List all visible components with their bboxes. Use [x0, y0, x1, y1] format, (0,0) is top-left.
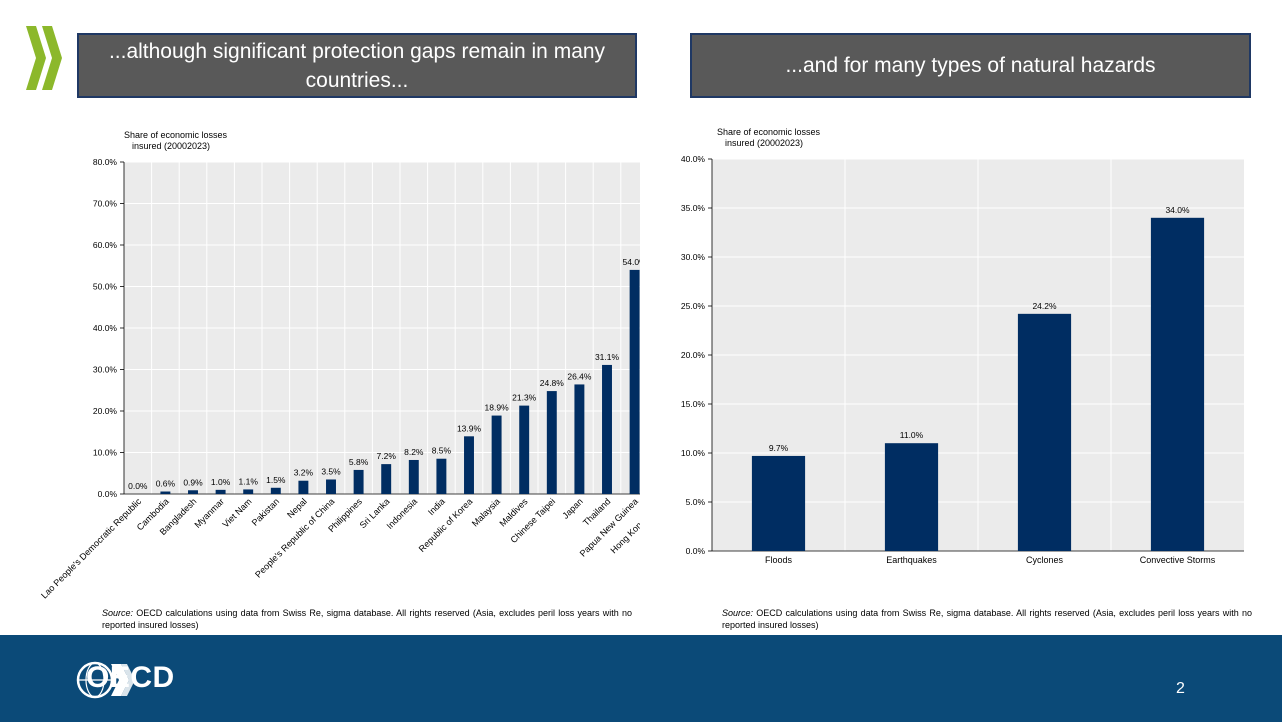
x-tick-label: Earthquakes [886, 555, 937, 565]
bar [160, 491, 171, 494]
bar [574, 384, 585, 494]
y-tick-label: 20.0% [93, 406, 118, 416]
y-tick-label: 50.0% [93, 282, 118, 292]
data-label: 0.6% [156, 479, 176, 489]
slide-title-left: ...although significant protection gaps … [77, 33, 637, 98]
source-note-right: Source: OECD calculations using data fro… [722, 607, 1252, 631]
bar [326, 479, 336, 494]
data-label: 1.1% [239, 476, 259, 486]
data-label: 13.9% [457, 423, 482, 433]
bar [215, 489, 226, 494]
x-tick-label: Nepal [285, 496, 309, 520]
data-label: 1.5% [266, 475, 286, 485]
oecd-chevron-logo [26, 26, 62, 90]
y-axis-title: insured (20002023) [132, 141, 210, 151]
source-text-left: OECD calculations using data from Swiss … [102, 608, 632, 630]
data-label: 34.0% [1165, 205, 1190, 215]
bar [1017, 313, 1072, 551]
bar [243, 489, 254, 494]
bar [298, 480, 309, 494]
x-tick-label: Japan [560, 496, 584, 520]
data-label: 24.2% [1032, 301, 1057, 311]
source-note-left: Source: OECD calculations using data fro… [102, 607, 632, 631]
x-tick-label: Viet Nam [220, 496, 253, 529]
data-label: 31.1% [595, 352, 620, 362]
bar [519, 405, 530, 494]
bar [629, 269, 640, 494]
bar [884, 443, 939, 551]
oecd-wordmark: OECD [86, 661, 175, 694]
data-label: 21.3% [512, 393, 537, 403]
slide-title-right-text: ...and for many types of natural hazards [785, 54, 1156, 77]
y-tick-label: 0.0% [686, 546, 706, 556]
y-tick-label: 35.0% [681, 203, 706, 213]
x-tick-label: Myanmar [192, 496, 226, 530]
y-tick-label: 10.0% [93, 448, 118, 458]
y-axis-title: Share of economic losses [717, 127, 821, 137]
data-label: 0.9% [183, 477, 203, 487]
bar [353, 469, 364, 494]
y-tick-label: 0.0% [98, 489, 118, 499]
y-tick-label: 80.0% [93, 157, 118, 167]
data-label: 8.5% [432, 446, 452, 456]
data-label: 3.5% [321, 466, 341, 476]
y-tick-label: 60.0% [93, 240, 118, 250]
data-label: 26.4% [567, 371, 592, 381]
y-tick-label: 20.0% [681, 350, 706, 360]
slide-title-right: ...and for many types of natural hazards [690, 33, 1251, 98]
bar [464, 436, 474, 494]
data-label: 5.8% [349, 457, 369, 467]
bar [408, 459, 419, 494]
y-tick-label: 30.0% [681, 252, 706, 262]
y-tick-label: 40.0% [93, 323, 118, 333]
bar [436, 458, 447, 494]
bar [602, 364, 612, 494]
bar [491, 415, 502, 494]
y-tick-label: 40.0% [681, 154, 706, 164]
bar [1150, 217, 1205, 552]
y-tick-label: 5.0% [686, 497, 706, 507]
oecd-globe-logo [76, 661, 135, 699]
data-label: 9.7% [769, 443, 789, 453]
slide-title-left-text: ...although significant protection gaps … [108, 39, 606, 92]
data-label: 1.0% [211, 477, 231, 487]
source-label-left: Source: [102, 608, 134, 618]
x-tick-label: Pakistan [250, 496, 281, 527]
y-tick-label: 15.0% [681, 399, 706, 409]
y-tick-label: 10.0% [681, 448, 706, 458]
bar [381, 464, 392, 494]
x-tick-label: Convective Storms [1140, 555, 1216, 565]
bar [188, 490, 198, 494]
y-axis-title: Share of economic losses [124, 130, 228, 140]
data-label: 11.0% [900, 430, 924, 440]
data-label: 3.2% [294, 468, 314, 478]
x-tick-label: Cyclones [1026, 555, 1064, 565]
y-tick-label: 30.0% [93, 365, 118, 375]
x-tick-label: India [426, 496, 447, 517]
data-label: 7.2% [377, 451, 397, 461]
y-axis-title: insured (20002023) [725, 138, 803, 148]
source-label-right: Source: [722, 608, 754, 618]
x-tick-label: Republic of Korea [417, 496, 475, 554]
y-tick-label: 25.0% [681, 301, 706, 311]
bar [751, 455, 806, 551]
bar [270, 487, 281, 494]
data-label: 24.8% [540, 378, 565, 388]
data-label: 18.9% [485, 403, 510, 413]
y-tick-label: 70.0% [93, 199, 118, 209]
bar [546, 391, 557, 494]
data-label: 0.0% [128, 481, 148, 491]
page-number: 2 [1176, 680, 1185, 697]
x-tick-label: Lao People's Democratic Republic [40, 496, 144, 600]
data-label: 8.2% [404, 447, 424, 457]
data-label: 54.0% [623, 257, 640, 267]
x-tick-label: Malaysia [470, 496, 502, 528]
source-text-right: OECD calculations using data from Swiss … [722, 608, 1252, 630]
footer-bar: OECD 2 [0, 635, 1282, 722]
x-tick-label: Floods [765, 555, 793, 565]
